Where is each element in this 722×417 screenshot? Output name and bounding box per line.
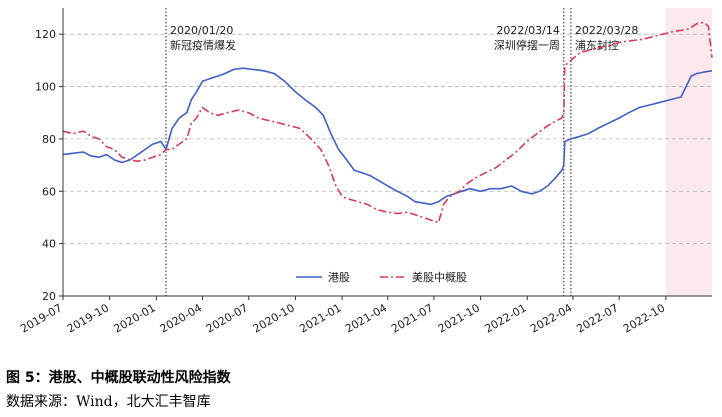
horizontal-gridlines [63,33,712,245]
event-date-label: 2022/03/28 [575,24,638,37]
legend-label: 美股中概股 [412,271,467,284]
x-tick-label: 2022-07 [574,301,620,335]
y-tick-label: 120 [35,28,56,41]
legend-label: 港股 [328,271,350,284]
shaded-period [665,8,712,296]
x-tick-label: 2020-10 [251,301,297,335]
event-date-label: 2022/03/14 [496,24,559,37]
x-tick-label: 2021-01 [297,301,343,335]
x-tick-label: 2022-04 [528,301,574,335]
series-line [62,67,713,206]
x-tick-label: 2022-01 [482,301,528,335]
y-tick-label: 40 [42,238,56,251]
shaded-region [665,8,712,296]
y-tick-label: 80 [42,133,56,146]
series-line [62,21,713,224]
y-tick-label: 60 [42,185,56,198]
event-description-label: 新冠疫情爆发 [170,38,236,52]
x-tick-label: 2021-04 [343,301,389,335]
x-tick-label: 2020-04 [158,301,204,335]
event-date-label: 2020/01/20 [170,24,233,37]
x-tick-label: 2022-10 [621,301,667,335]
figure-source: 数据来源：Wind，北大汇丰智库 [6,394,211,410]
series-lines [62,21,713,224]
x-tick-label: 2020-07 [204,301,250,335]
x-tick-label: 2021-10 [436,301,482,335]
y-tick-label: 20 [42,290,56,303]
x-tick-label: 2021-07 [389,301,435,335]
event-description-label: 浦东封控 [575,38,619,52]
x-tick-label: 2019-10 [65,301,111,335]
x-tick-label: 2020-01 [112,301,158,335]
figure-title: 图 5：港股、中概股联动性风险指数 [6,370,231,386]
legend: 港股 美股中概股 [296,271,467,284]
y-tick-label: 100 [35,81,56,94]
x-tick-label: 2019-07 [18,301,64,335]
event-description-label: 深圳停摆一周 [494,38,560,52]
